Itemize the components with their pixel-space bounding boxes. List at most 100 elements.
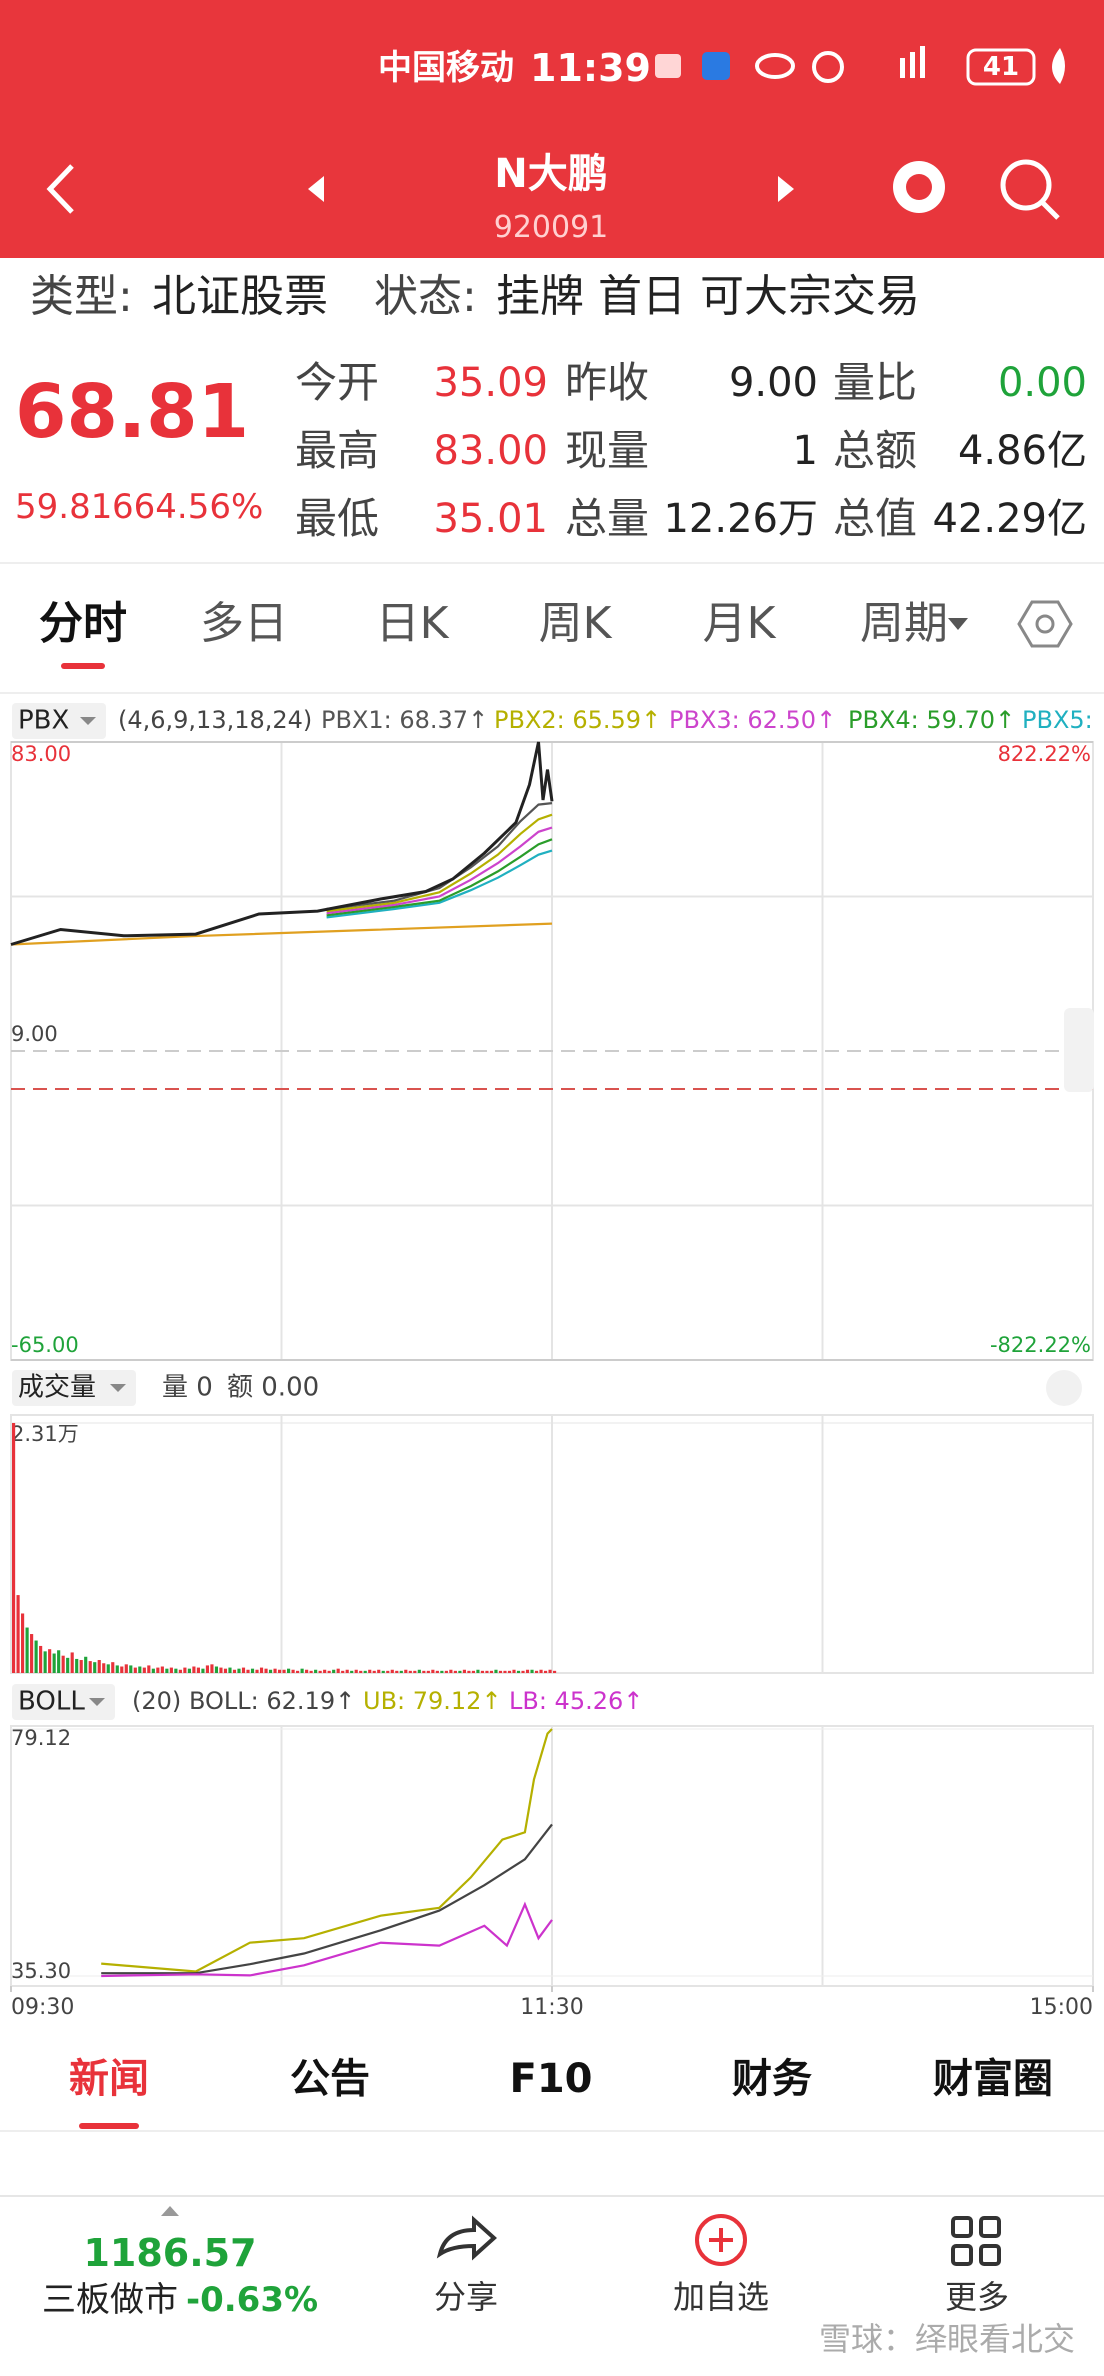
volume-bar: [399, 1670, 403, 1673]
volume-bar: [300, 1668, 304, 1673]
info-value: 北证股票: [152, 271, 328, 322]
charts: PBX (4,6,9,13,18,24) PBX1: 68.37↑ PBX2: 65.…: [10, 703, 1094, 2020]
volume-bar: [345, 1669, 349, 1673]
volume-bar: [277, 1669, 282, 1673]
volume-bar: [237, 1668, 241, 1673]
expand-icon[interactable]: [1046, 1370, 1082, 1406]
volume-bar: [548, 1669, 552, 1673]
volume-bar: [390, 1669, 394, 1673]
search-handle: [1040, 200, 1060, 220]
field-value: 35.09: [433, 360, 548, 406]
action-label[interactable]: 更多: [944, 2278, 1010, 2316]
y-tick-label: 2.31万: [11, 1422, 79, 1446]
dropdown-caret: [89, 1698, 105, 1706]
tab[interactable]: 月K: [702, 598, 776, 649]
action-label[interactable]: 分享: [433, 2278, 499, 2316]
volume-bar: [458, 1670, 462, 1673]
volume-bar: [408, 1670, 412, 1673]
divider: [0, 562, 1104, 564]
search-icon[interactable]: [1000, 159, 1052, 211]
tab[interactable]: 周期: [860, 598, 948, 649]
tab-underline: [61, 663, 105, 669]
dropdown-caret: [80, 717, 96, 725]
news-tab[interactable]: 财务: [732, 2056, 812, 2102]
tab[interactable]: 分时: [39, 598, 127, 649]
field-label: 今开: [295, 358, 380, 407]
volume-bar: [129, 1665, 133, 1673]
status-icons: [655, 46, 1065, 86]
icon: [755, 53, 795, 79]
divider: [0, 692, 1104, 694]
volume-bar: [444, 1670, 448, 1673]
indicator-button[interactable]: [12, 1684, 115, 1720]
settings-icon[interactable]: [1015, 594, 1075, 654]
share-icon[interactable]: [436, 2215, 497, 2261]
back-icon[interactable]: [46, 164, 74, 214]
header-bar: [0, 0, 1104, 258]
volume-bar: [84, 1656, 88, 1673]
series-line: [101, 1728, 553, 1973]
volume-bar: [368, 1669, 372, 1673]
volume-bar: [16, 1595, 20, 1673]
tab[interactable]: 周K: [538, 598, 612, 649]
next-icon[interactable]: [778, 176, 794, 202]
volume-bar: [314, 1669, 318, 1673]
volume-bar: [413, 1670, 417, 1673]
legend-entry: PBX3: 62.50↑: [669, 706, 836, 734]
news-tab[interactable]: 财富圈: [933, 2056, 1053, 2102]
legend-entry: BOLL: 62.19↑: [189, 1687, 355, 1715]
series-line: [326, 802, 553, 911]
more-icon[interactable]: [951, 2216, 1001, 2266]
volume-bar: [142, 1667, 146, 1673]
volume-bar: [498, 1670, 503, 1673]
news-tab[interactable]: 公告: [290, 2056, 370, 2102]
tab[interactable]: 日K: [375, 598, 449, 649]
volume-bar: [480, 1670, 485, 1673]
index-change: -0.63%: [186, 2280, 319, 2320]
icon: [900, 58, 905, 78]
volume-bar: [124, 1664, 128, 1673]
volume-bar: [75, 1658, 79, 1673]
volume-bar: [516, 1670, 521, 1673]
volume-bar: [111, 1662, 115, 1673]
x-tick-label: 09:30: [11, 1995, 74, 2020]
volume-bar: [336, 1668, 340, 1673]
volume-bar: [61, 1655, 65, 1673]
volume-bar: [241, 1667, 246, 1673]
prev-icon[interactable]: [308, 176, 324, 202]
indicator-name: 成交量: [18, 1373, 96, 1403]
volume-bar: [404, 1669, 408, 1673]
tab[interactable]: 多日: [200, 598, 288, 649]
volume-bar: [133, 1667, 137, 1673]
indicator-button[interactable]: [12, 703, 106, 739]
volume-bar: [187, 1668, 191, 1673]
volume-bar: [395, 1670, 399, 1673]
amount-now: 额 0.00: [227, 1373, 319, 1403]
news-tab[interactable]: F10: [509, 2056, 593, 2102]
carrier: 中国移动: [378, 48, 514, 88]
y2-tick-label: -822.22%: [990, 1333, 1091, 1357]
volume-bar: [327, 1670, 331, 1673]
stock-name: N大鹏: [494, 151, 608, 197]
field-label: 最高: [295, 426, 380, 475]
field-label: 量比: [833, 358, 918, 407]
icon: [655, 54, 681, 78]
field-label: 总额: [833, 426, 918, 475]
volume-bar: [363, 1670, 367, 1673]
icon: [812, 51, 844, 83]
volume-bar: [21, 1613, 25, 1673]
indicator-button[interactable]: [12, 1370, 136, 1406]
volume-bar: [422, 1670, 426, 1673]
add-icon[interactable]: [695, 2214, 747, 2266]
volume-bar: [192, 1666, 196, 1673]
action-label[interactable]: 加自选: [672, 2278, 770, 2316]
field-value: 0.00: [997, 360, 1087, 406]
volume-bar: [296, 1670, 300, 1673]
volume-bar: [372, 1670, 376, 1673]
price-change-pct: 664.56%: [112, 487, 264, 527]
info-label: 状态:: [374, 271, 477, 322]
volume-bar: [350, 1670, 354, 1673]
news-tab[interactable]: 新闻: [69, 2056, 149, 2102]
volume-bar: [539, 1669, 543, 1673]
volume-bar: [449, 1669, 453, 1673]
